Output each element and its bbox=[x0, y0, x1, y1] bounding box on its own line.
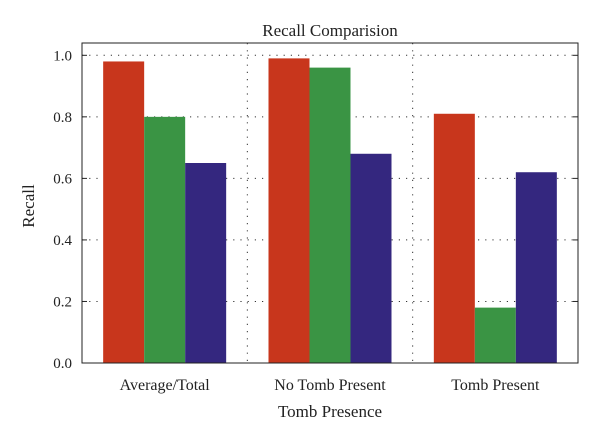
y-tick-label: 0.0 bbox=[53, 356, 72, 372]
x-tick-label: Tomb Present bbox=[451, 377, 540, 394]
bar bbox=[103, 61, 145, 363]
grid-lines bbox=[82, 43, 578, 363]
chart-title: Recall Comparision bbox=[262, 21, 398, 40]
bar bbox=[185, 163, 227, 363]
y-ticks: 0.0 0.2 0.4 0.6 0.8 1.0 bbox=[53, 48, 578, 372]
x-tick-label: No Tomb Present bbox=[274, 377, 386, 394]
bar bbox=[515, 172, 557, 363]
x-ticks: Average/Total No Tomb Present Tomb Present bbox=[120, 377, 540, 394]
y-tick-label: 0.8 bbox=[53, 110, 72, 126]
y-tick-label: 0.2 bbox=[53, 294, 72, 310]
bars bbox=[103, 58, 557, 364]
bar bbox=[144, 116, 186, 363]
bar bbox=[433, 113, 475, 364]
x-axis-label: Tomb Presence bbox=[278, 402, 382, 421]
y-tick-label: 1.0 bbox=[53, 48, 72, 64]
bar bbox=[350, 153, 392, 363]
bar bbox=[309, 67, 351, 363]
plot-frame bbox=[81, 42, 579, 364]
y-tick-label: 0.6 bbox=[53, 171, 72, 187]
bar bbox=[474, 307, 516, 363]
bar bbox=[268, 58, 310, 364]
x-tick-label: Average/Total bbox=[120, 377, 211, 394]
y-tick-label: 0.4 bbox=[53, 233, 72, 249]
y-axis-label: Recall bbox=[19, 184, 38, 228]
